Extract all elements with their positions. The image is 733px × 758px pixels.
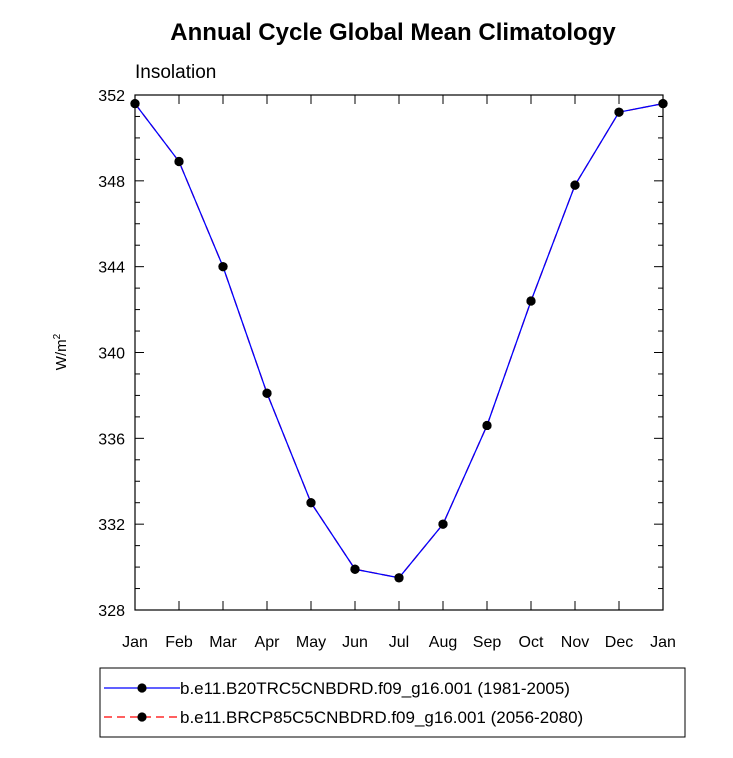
y-axis-label-superscript: 2 <box>52 333 63 339</box>
data-point <box>218 262 228 272</box>
y-tick-label: 328 <box>98 603 125 620</box>
data-point <box>526 296 536 306</box>
y-tick-label: 332 <box>98 517 125 534</box>
y-tick-label: 340 <box>98 346 125 363</box>
legend-box <box>99 667 686 738</box>
data-point <box>570 180 580 190</box>
legend-label: b.e11.B20TRC5CNBDRD.f09_g16.001 (1981-20… <box>180 679 570 698</box>
x-tick-label: Apr <box>255 634 281 651</box>
y-axis-label: W/m2 <box>52 333 70 370</box>
legend-marker <box>137 683 147 693</box>
data-point <box>482 420 492 431</box>
data-point <box>394 573 404 583</box>
data-point <box>350 564 360 574</box>
x-tick-label: Jul <box>389 634 409 651</box>
y-tick-label: 336 <box>98 431 125 448</box>
series-lines <box>134 102 664 579</box>
x-tick-label: Jan <box>650 634 676 651</box>
x-tick-label: May <box>296 634 326 651</box>
data-point <box>658 98 668 109</box>
y-tick-label: 352 <box>98 88 125 105</box>
legend-label: b.e11.BRCP85C5CNBDRD.f09_g16.001 (2056-2… <box>180 708 583 727</box>
plot-frame <box>134 94 664 611</box>
x-tick-label: Oct <box>519 634 544 651</box>
data-point <box>130 98 140 109</box>
data-point <box>262 388 272 398</box>
y-tick-label: 344 <box>98 260 125 277</box>
legend-marker <box>137 712 147 722</box>
y-tick-label: 348 <box>98 174 125 191</box>
y-axis-ticks: 328 332 336 340 344 348 352 <box>98 88 663 620</box>
series-markers <box>130 98 668 583</box>
data-point <box>614 107 624 117</box>
data-point <box>438 519 448 529</box>
x-tick-label: Aug <box>429 634 457 651</box>
x-tick-label: Mar <box>209 634 237 651</box>
series-line <box>134 102 664 579</box>
x-tick-label: Dec <box>605 634 633 651</box>
chart-subtitle: Insolation <box>135 62 216 83</box>
legend: b.e11.B20TRC5CNBDRD.f09_g16.001 (1981-20… <box>104 679 583 727</box>
data-point <box>174 156 184 167</box>
x-tick-label: Nov <box>561 634 589 651</box>
chart-title: Annual Cycle Global Mean Climatology <box>170 19 616 46</box>
y-axis-label-text: W/m <box>53 339 70 370</box>
series-line <box>134 102 664 579</box>
data-point <box>306 498 316 508</box>
x-tick-label: Sep <box>473 634 502 651</box>
x-axis-ticks: Jan Feb Mar Apr May Jun Jul Aug Sep Oct Nov Dec Jan <box>122 95 676 651</box>
x-tick-label: Jun <box>342 634 368 651</box>
x-tick-label: Jan <box>122 634 148 651</box>
x-tick-label: Feb <box>165 634 193 651</box>
